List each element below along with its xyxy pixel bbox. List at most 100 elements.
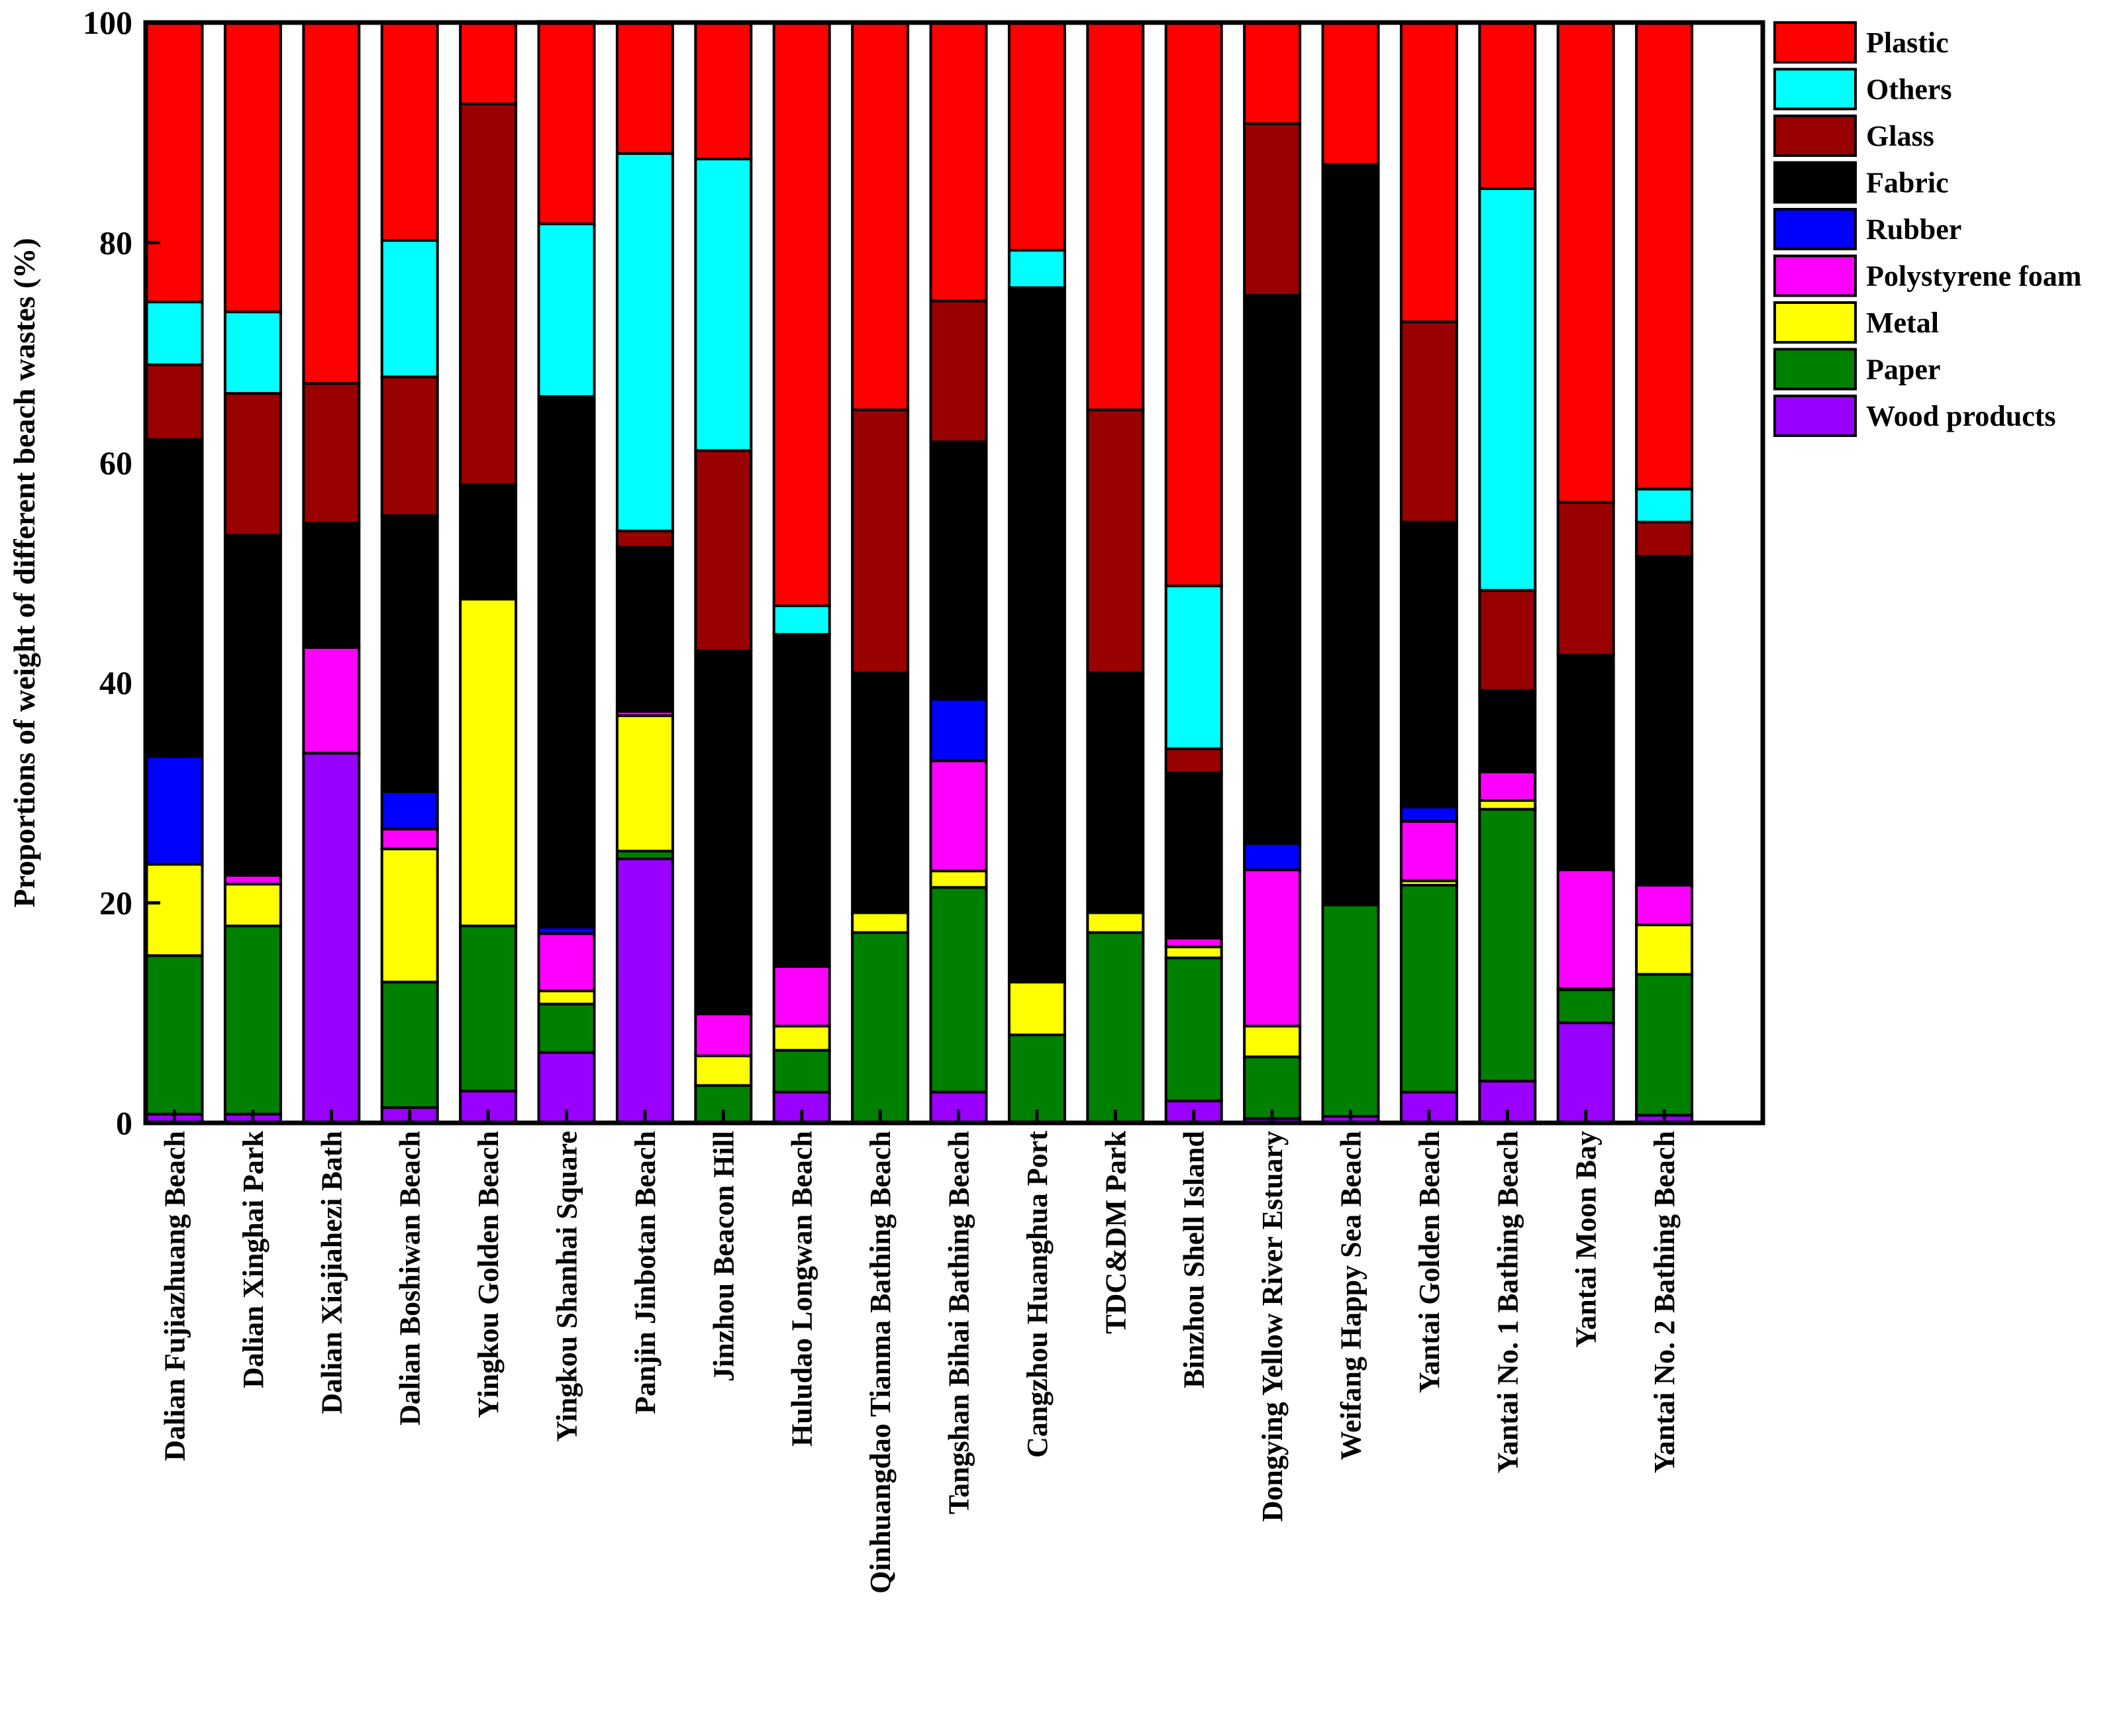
bar-segment-others-7 bbox=[694, 158, 753, 452]
bar-segment-plastic-11 bbox=[1007, 21, 1066, 252]
legend-swatch-fabric bbox=[1773, 161, 1857, 204]
x-tick-label-7: Jinzhou Beacon Hill bbox=[707, 1131, 740, 1382]
bar-segment-plastic-4 bbox=[459, 21, 518, 105]
bar-segment-polystyrene-foam-19 bbox=[1635, 884, 1694, 926]
bar-segment-plastic-6 bbox=[615, 22, 674, 155]
bar-segment-rubber-14 bbox=[1243, 842, 1302, 871]
bar-segment-others-6 bbox=[615, 152, 674, 532]
y-axis-label: Proportions of weight of different beach… bbox=[7, 238, 41, 907]
bar-layer bbox=[145, 20, 1694, 1125]
bar-segment-fabric-11 bbox=[1007, 286, 1066, 984]
bar-segment-plastic-7 bbox=[694, 21, 753, 161]
bar-segment-fabric-5 bbox=[537, 395, 596, 929]
bar-segment-plastic-19 bbox=[1635, 21, 1694, 491]
bar-segment-plastic-14 bbox=[1243, 21, 1302, 125]
y-tick-label-20: 20 bbox=[99, 885, 132, 922]
x-tick-label-12: TDC&DM Park bbox=[1099, 1130, 1132, 1333]
x-tick-label-15: Weifang Happy Sea Beach bbox=[1335, 1131, 1367, 1461]
bar-segment-plastic-13 bbox=[1164, 21, 1223, 587]
bar-segment-wood-products-2 bbox=[302, 751, 361, 1124]
x-axis: Dalian Fujiazhuang Beach Dalian Xinghai P… bbox=[159, 1110, 1681, 1594]
y-tick-label-80: 80 bbox=[99, 224, 132, 261]
legend-label-others: Others bbox=[1866, 73, 1952, 106]
bar-segment-wood-products-6 bbox=[615, 857, 674, 1124]
bar-segment-plastic-5 bbox=[537, 20, 596, 226]
x-tick-label-16: Yantai Golden Beach bbox=[1413, 1131, 1446, 1393]
bar-segment-fabric-8 bbox=[772, 633, 831, 968]
x-tick-label-4: Yingkou Golden Beach bbox=[472, 1131, 505, 1418]
bar-segment-paper-9 bbox=[851, 931, 910, 1124]
x-tick-label-1: Dalian Xinghai Park bbox=[237, 1130, 270, 1388]
bar-segment-rubber-16 bbox=[1399, 806, 1458, 823]
bar-segment-metal-4 bbox=[459, 597, 518, 928]
bar-segment-plastic-16 bbox=[1399, 21, 1458, 324]
bar-segment-polystyrene-foam-16 bbox=[1399, 820, 1458, 883]
bar-segment-paper-0 bbox=[145, 954, 204, 1116]
bar-segment-plastic-18 bbox=[1556, 21, 1615, 504]
legend-label-paper: Paper bbox=[1866, 354, 1940, 386]
bar-segment-paper-8 bbox=[772, 1049, 831, 1094]
bar-segment-metal-10 bbox=[929, 869, 988, 889]
bar-segment-paper-14 bbox=[1243, 1055, 1302, 1120]
bar-segment-fabric-19 bbox=[1635, 555, 1694, 887]
bar-segment-glass-4 bbox=[459, 103, 518, 487]
legend: Plastic Others Glass Fabric Rubber Polystyren… bbox=[1773, 21, 2081, 437]
bar-segment-paper-18 bbox=[1556, 988, 1615, 1024]
bar-segment-plastic-0 bbox=[145, 21, 204, 304]
bar-segment-polystyrene-foam-17 bbox=[1478, 770, 1537, 802]
bar-segment-glass-9 bbox=[851, 409, 910, 675]
bar-segment-plastic-10 bbox=[929, 21, 988, 303]
bar-segment-paper-13 bbox=[1164, 956, 1223, 1102]
bar-segment-polystyrene-foam-7 bbox=[694, 1012, 753, 1057]
bar-segment-others-0 bbox=[145, 301, 204, 366]
bar-segment-glass-13 bbox=[1164, 747, 1223, 775]
bar-segment-glass-7 bbox=[694, 449, 753, 652]
bar-segment-plastic-15 bbox=[1321, 21, 1380, 166]
bar-segment-fabric-18 bbox=[1556, 653, 1615, 871]
bar-segment-fabric-0 bbox=[145, 438, 204, 758]
bar-segment-paper-17 bbox=[1478, 808, 1537, 1083]
y-axis: 0 20 40 60 80 100 bbox=[83, 4, 160, 1141]
bar-segment-polystyrene-foam-8 bbox=[772, 965, 831, 1028]
bar-segment-fabric-9 bbox=[851, 671, 910, 914]
legend-swatch-wood-products bbox=[1773, 395, 1857, 437]
bar-segment-metal-0 bbox=[145, 863, 204, 957]
bar-segment-glass-1 bbox=[223, 392, 282, 537]
x-tick-label-14: Dongying Yellow River Estuary bbox=[1256, 1131, 1289, 1521]
bar-segment-glass-18 bbox=[1556, 501, 1615, 657]
bar-segment-fabric-17 bbox=[1478, 689, 1537, 773]
bar-segment-rubber-3 bbox=[380, 790, 439, 831]
bar-segment-glass-10 bbox=[929, 299, 988, 444]
y-tick-label-40: 40 bbox=[99, 664, 132, 701]
bar-segment-glass-19 bbox=[1635, 520, 1694, 557]
bar-segment-metal-19 bbox=[1635, 923, 1694, 976]
y-tick-label-60: 60 bbox=[99, 444, 132, 481]
bar-segment-others-17 bbox=[1478, 187, 1537, 592]
bar-segment-paper-19 bbox=[1635, 973, 1694, 1117]
legend-swatch-plastic bbox=[1773, 21, 1857, 64]
bar-segment-polystyrene-foam-14 bbox=[1243, 868, 1302, 1028]
bar-segment-metal-5 bbox=[537, 989, 596, 1006]
bar-segment-metal-3 bbox=[380, 847, 439, 984]
bar-segment-others-1 bbox=[223, 311, 282, 395]
bar-segment-fabric-3 bbox=[380, 514, 439, 793]
bar-segment-fabric-1 bbox=[223, 534, 282, 877]
legend-swatch-rubber bbox=[1773, 208, 1857, 250]
legend-label-wood-products: Wood products bbox=[1866, 400, 2056, 432]
legend-label-rubber: Rubber bbox=[1866, 213, 1961, 246]
bar-segment-others-5 bbox=[537, 222, 596, 398]
bar-segment-others-3 bbox=[380, 239, 439, 379]
bar-segment-plastic-8 bbox=[772, 21, 831, 607]
legend-label-polystyrene-foam: Polystyrene foam bbox=[1866, 260, 2081, 293]
bar-segment-paper-15 bbox=[1321, 903, 1380, 1118]
legend-label-fabric: Fabric bbox=[1866, 167, 1949, 199]
x-tick-label-19: Yantai No. 2 Bathing Beach bbox=[1648, 1131, 1681, 1473]
x-tick-label-9: Qinhuangdao Tianma Bathing Beach bbox=[864, 1131, 897, 1594]
legend-label-glass: Glass bbox=[1866, 120, 1934, 152]
x-tick-label-18: Yantai Moon Bay bbox=[1570, 1131, 1603, 1348]
bar-segment-rubber-10 bbox=[929, 698, 988, 763]
bar-segment-fabric-10 bbox=[929, 440, 988, 701]
bar-segment-metal-12 bbox=[1086, 911, 1145, 934]
bar-segment-metal-11 bbox=[1007, 981, 1066, 1037]
x-tick-label-3: Dalian Boshiwan Beach bbox=[394, 1131, 426, 1425]
